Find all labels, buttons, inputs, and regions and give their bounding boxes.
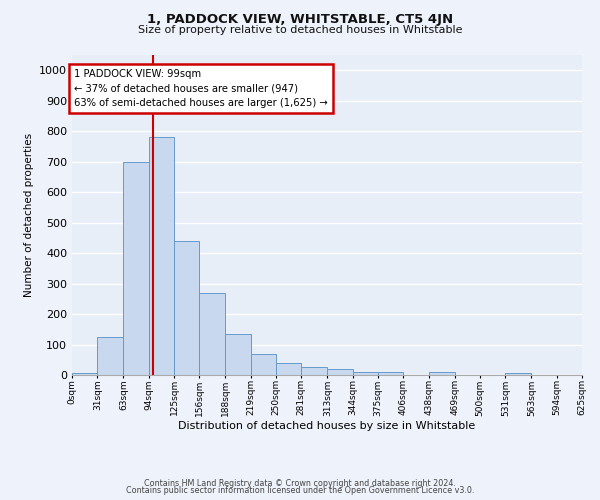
Bar xyxy=(353,372,378,375)
Bar xyxy=(174,241,199,375)
Bar xyxy=(301,368,328,375)
Bar xyxy=(328,369,353,375)
Bar xyxy=(199,292,226,375)
Bar xyxy=(430,372,455,375)
X-axis label: Distribution of detached houses by size in Whitstable: Distribution of detached houses by size … xyxy=(178,421,476,431)
Bar xyxy=(251,354,276,375)
Bar xyxy=(378,372,403,375)
Text: Size of property relative to detached houses in Whitstable: Size of property relative to detached ho… xyxy=(138,25,462,35)
Text: 1, PADDOCK VIEW, WHITSTABLE, CT5 4JN: 1, PADDOCK VIEW, WHITSTABLE, CT5 4JN xyxy=(147,12,453,26)
Text: Contains HM Land Registry data © Crown copyright and database right 2024.: Contains HM Land Registry data © Crown c… xyxy=(144,478,456,488)
Bar xyxy=(226,334,251,375)
Bar xyxy=(149,138,174,375)
Bar xyxy=(505,374,532,375)
Text: 1 PADDOCK VIEW: 99sqm
← 37% of detached houses are smaller (947)
63% of semi-det: 1 PADDOCK VIEW: 99sqm ← 37% of detached … xyxy=(74,68,328,108)
Bar xyxy=(72,374,97,375)
Bar xyxy=(97,337,124,375)
Bar xyxy=(124,162,149,375)
Y-axis label: Number of detached properties: Number of detached properties xyxy=(23,133,34,297)
Bar xyxy=(276,363,301,375)
Text: Contains public sector information licensed under the Open Government Licence v3: Contains public sector information licen… xyxy=(126,486,474,495)
